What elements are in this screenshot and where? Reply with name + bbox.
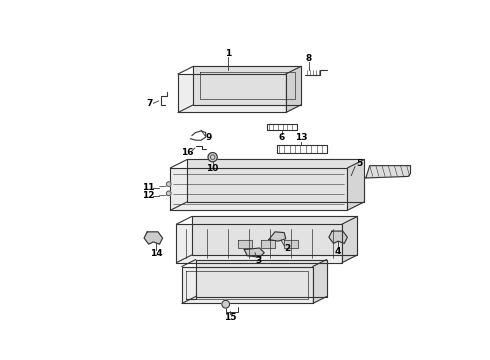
Polygon shape <box>342 216 357 263</box>
Circle shape <box>167 182 171 186</box>
Polygon shape <box>194 66 301 105</box>
Polygon shape <box>238 240 252 248</box>
Text: 8: 8 <box>306 54 312 63</box>
Text: 13: 13 <box>295 134 307 143</box>
Text: 10: 10 <box>206 164 219 173</box>
Circle shape <box>208 153 217 162</box>
Polygon shape <box>171 168 347 210</box>
Polygon shape <box>144 232 163 244</box>
Polygon shape <box>286 66 301 112</box>
Circle shape <box>167 191 171 195</box>
Polygon shape <box>196 260 327 297</box>
Text: 2: 2 <box>284 243 291 252</box>
Text: 4: 4 <box>335 247 342 256</box>
Polygon shape <box>261 240 275 248</box>
Polygon shape <box>284 240 298 248</box>
Polygon shape <box>329 231 347 243</box>
Text: 9: 9 <box>206 134 212 143</box>
Text: 12: 12 <box>143 191 155 200</box>
Polygon shape <box>366 166 411 178</box>
Polygon shape <box>182 266 313 303</box>
Polygon shape <box>269 232 286 241</box>
Polygon shape <box>347 159 365 210</box>
Polygon shape <box>187 159 365 202</box>
Text: 14: 14 <box>150 249 163 258</box>
Text: 3: 3 <box>256 256 262 265</box>
Text: 16: 16 <box>181 148 194 157</box>
Text: 1: 1 <box>225 49 231 58</box>
Text: 6: 6 <box>279 134 285 143</box>
Polygon shape <box>313 260 327 303</box>
Polygon shape <box>192 216 357 255</box>
Text: 11: 11 <box>143 184 155 193</box>
Polygon shape <box>176 224 342 263</box>
Polygon shape <box>178 74 286 112</box>
Text: 15: 15 <box>224 313 237 322</box>
Circle shape <box>222 300 229 308</box>
Polygon shape <box>244 248 264 257</box>
Text: 5: 5 <box>356 159 362 168</box>
Text: 7: 7 <box>147 99 153 108</box>
